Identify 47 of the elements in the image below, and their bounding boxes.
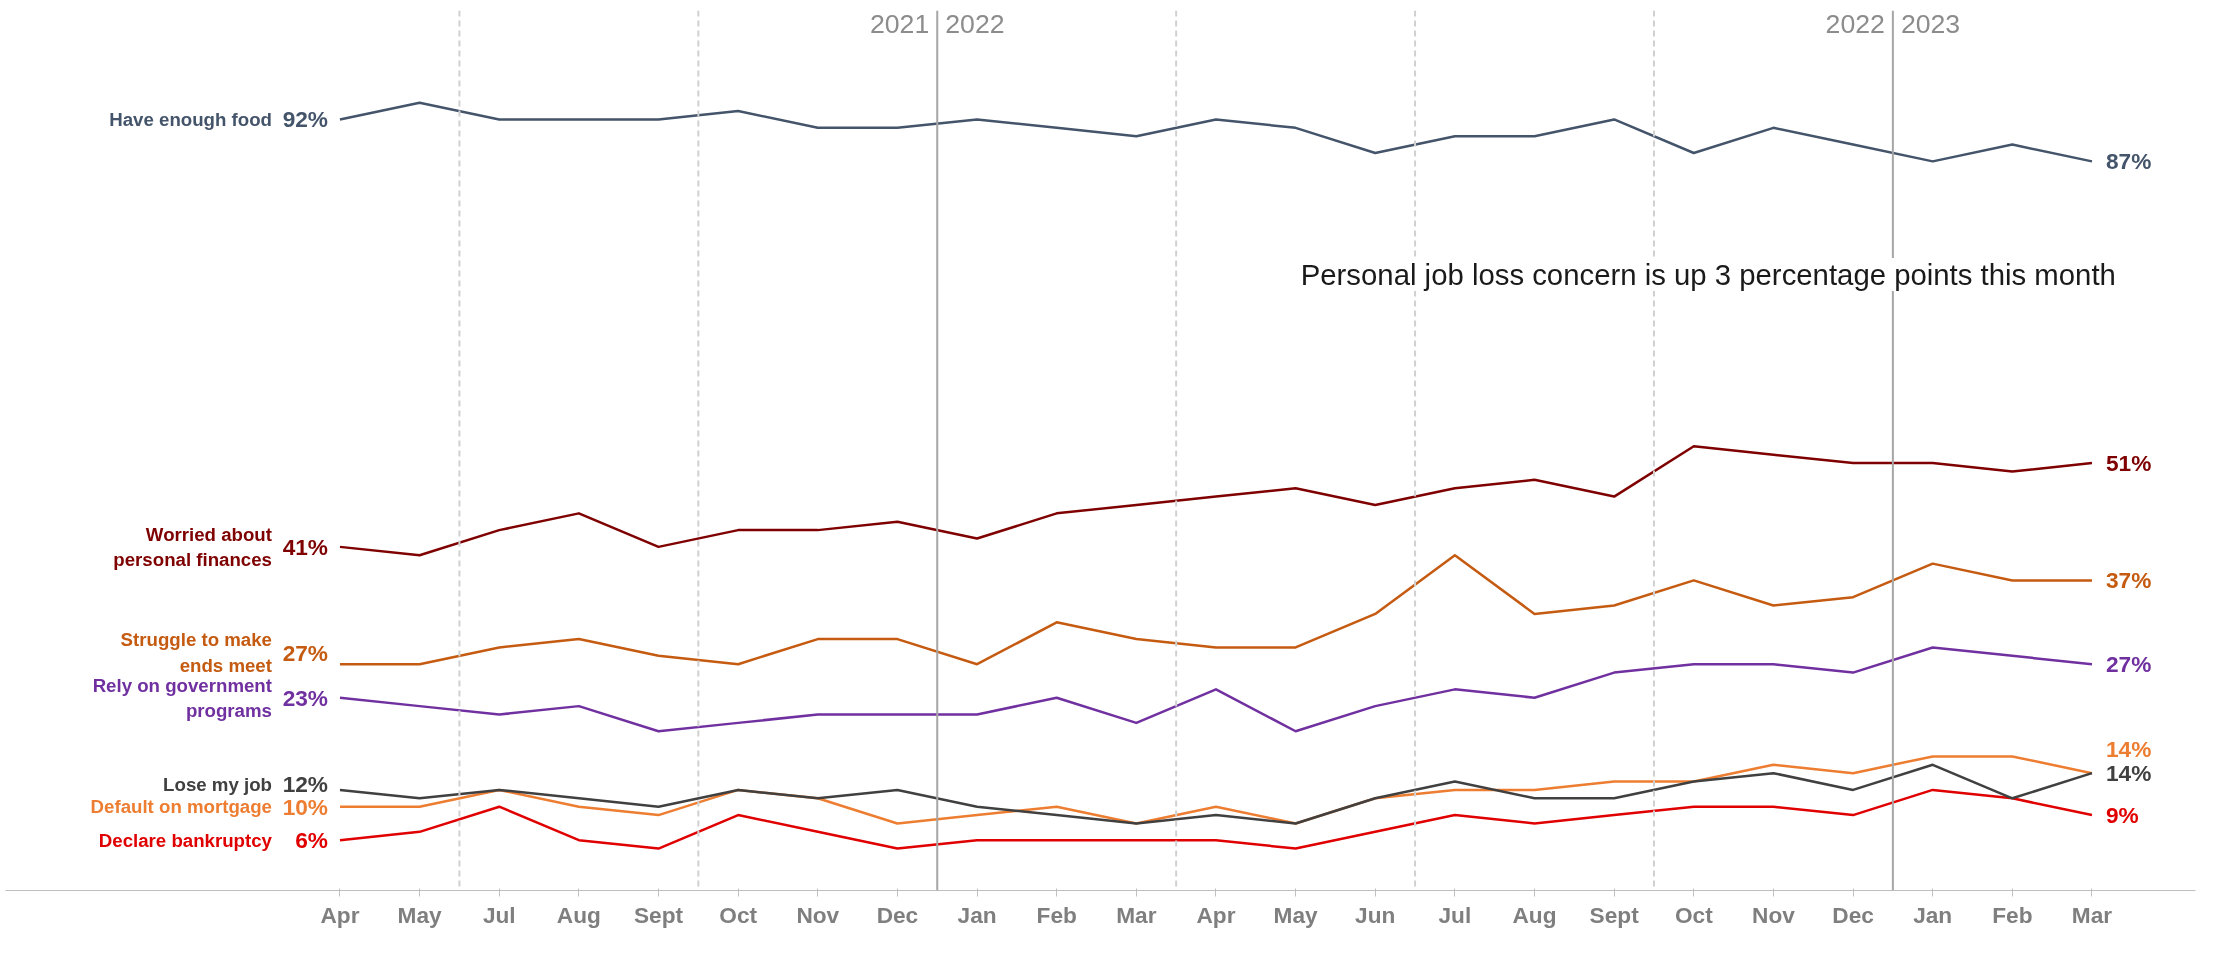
data-label: 87% [2105,148,2152,175]
data-label: 14% [2105,760,2152,787]
text: Rely on government programs [92,674,272,721]
annotation: 2022 [945,8,1005,39]
x-tick-label: Dec [1832,901,1874,928]
data-label: 14% [2105,736,2152,763]
data-label: 23% [282,684,328,711]
text: Declare bankruptcy [98,829,273,851]
annotation: 2023 [1900,8,1961,39]
x-tick-label: Jan [957,901,997,928]
text: Have enough food [109,108,272,130]
x-tick-label: Mar [1116,901,1157,928]
x-tick-label: Dec [876,901,919,928]
x-tick-label: Jul [482,901,516,928]
data-label: 37% [2105,567,2152,594]
x-tick-label: Nov [1752,901,1796,928]
x-tick-label: Mar [2071,901,2113,928]
text: Worried about personal finances [113,523,272,570]
data-label: 41% [282,533,328,560]
x-tick-label: Apr [320,901,360,928]
data-label: 6% [295,827,328,854]
annotation: Personal job loss concern is up 3 percentage points this month [1300,258,2116,291]
x-tick-label: May [1273,901,1319,928]
x-tick-label: Feb [1992,901,2033,928]
annotation: 2022 [1825,8,1885,39]
text: Default on mortgage [90,796,272,818]
text: Struggle to make ends meet [120,629,272,676]
x-tick-label: Jun [1355,901,1396,928]
x-tick-label: Apr [1196,901,1236,928]
data-label: 9% [2105,802,2139,829]
x-tick-label: Nov [796,901,840,928]
x-tick-label: Oct [719,901,758,928]
x-tick-label: Jan [1913,901,1953,928]
annotation: 2021 [869,8,930,39]
x-tick-label: Sept [633,901,684,928]
x-tick-label: Jul [1438,901,1472,928]
x-tick-label: Oct [1674,901,1714,928]
x-tick-label: May [397,901,443,928]
x-tick-label: Feb [1036,901,1077,928]
x-tick-label: Sept [1589,901,1640,928]
data-label: 27% [2105,651,2152,678]
x-tick-label: Aug [556,901,601,928]
data-label: 27% [282,639,328,666]
data-label: 92% [282,106,328,133]
x-tick-label: Aug [1512,901,1557,928]
data-label: 51% [2105,450,2152,477]
text: Lose my job [163,773,272,795]
